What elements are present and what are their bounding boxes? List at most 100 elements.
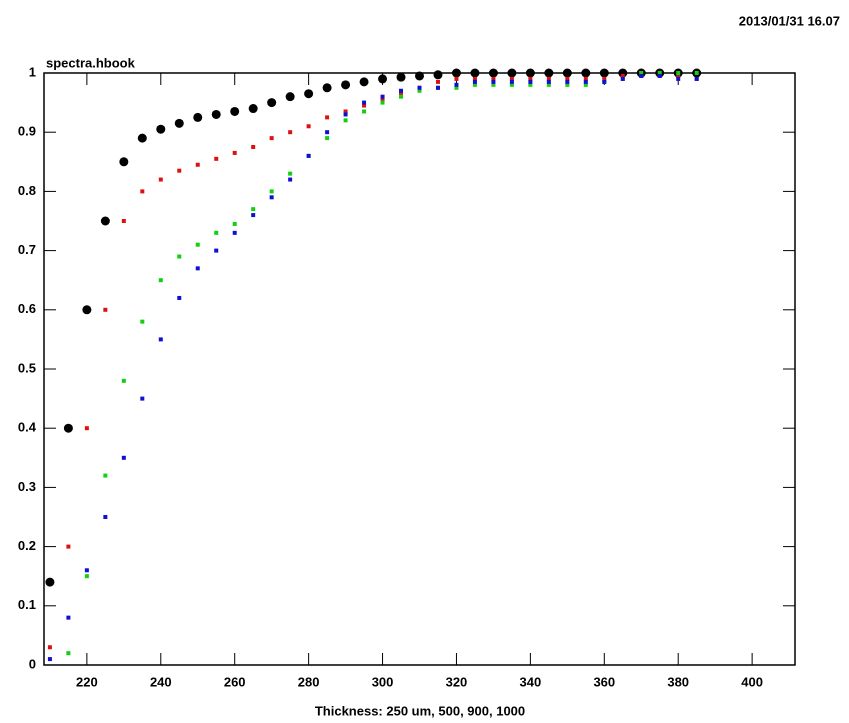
point [435, 85, 440, 90]
point [509, 82, 514, 87]
point [509, 79, 514, 84]
point [378, 74, 388, 84]
point [491, 76, 496, 81]
point [546, 82, 551, 87]
x-tick-label: 240 [150, 674, 172, 689]
point [251, 207, 256, 212]
y-tick-label: 0.6 [18, 301, 36, 316]
point [602, 76, 607, 81]
point [285, 92, 295, 102]
point [174, 118, 184, 128]
point [399, 94, 404, 99]
point [158, 337, 163, 342]
point [362, 100, 367, 105]
point [488, 68, 498, 78]
point [639, 73, 644, 78]
point [84, 568, 89, 573]
point [193, 112, 203, 122]
point [325, 130, 330, 135]
point [657, 71, 662, 75]
point [103, 515, 108, 519]
point [451, 68, 461, 78]
point [288, 177, 293, 182]
point [528, 76, 533, 81]
x-tick-label: 220 [76, 674, 98, 689]
point [306, 124, 311, 129]
point [158, 278, 163, 283]
point [306, 153, 311, 158]
point [620, 73, 625, 78]
x-tick-label: 340 [520, 674, 542, 689]
point [66, 615, 71, 620]
point [177, 254, 182, 259]
point [214, 156, 219, 161]
point [380, 94, 385, 99]
point [343, 112, 348, 117]
point [177, 168, 182, 173]
chart-title: spectra.hbook [46, 55, 136, 70]
point [156, 124, 166, 134]
y-tick-label: 0.1 [18, 597, 36, 612]
point [45, 577, 55, 587]
point [380, 97, 385, 102]
x-tick-label: 320 [446, 674, 468, 689]
point [433, 70, 443, 80]
point [544, 68, 554, 78]
point [195, 242, 200, 247]
point [343, 109, 348, 114]
point [248, 104, 258, 114]
point [195, 162, 200, 167]
point [472, 79, 477, 84]
y-tick-label: 0.9 [18, 124, 36, 139]
point [232, 230, 237, 235]
point [362, 109, 367, 114]
point [694, 76, 699, 81]
plot-frame [43, 72, 796, 666]
point [325, 136, 330, 141]
point [214, 248, 219, 253]
point [288, 171, 293, 176]
point [528, 79, 533, 84]
date-stamp: 2013/01/31 16.07 [739, 13, 840, 28]
point [546, 76, 551, 81]
point [269, 136, 274, 141]
point [158, 177, 163, 182]
point [435, 79, 440, 84]
point [396, 72, 406, 82]
point [269, 195, 274, 200]
x-tick-label: 360 [593, 674, 615, 689]
point [267, 98, 277, 108]
x-tick-label: 300 [372, 674, 394, 689]
point [47, 645, 52, 650]
point [528, 82, 533, 87]
point [583, 82, 588, 87]
point [66, 651, 71, 656]
point [509, 76, 514, 81]
point [63, 423, 73, 433]
point [380, 100, 385, 105]
point [507, 68, 517, 78]
point [232, 221, 237, 226]
point [322, 83, 332, 93]
point [288, 130, 293, 135]
y-tick-label: 0 [29, 656, 36, 671]
point [121, 219, 126, 223]
x-tick-label: 260 [224, 674, 246, 689]
point [195, 266, 200, 271]
point [341, 80, 351, 90]
y-tick-label: 0.3 [18, 479, 36, 494]
point [103, 473, 108, 478]
point [565, 82, 570, 87]
point [47, 657, 52, 662]
point [694, 71, 699, 75]
point [454, 85, 459, 90]
point [470, 68, 480, 78]
point [417, 85, 422, 90]
point [583, 79, 588, 84]
point [491, 79, 496, 84]
point [269, 189, 274, 194]
point [676, 73, 681, 78]
point [121, 455, 126, 460]
point [140, 189, 145, 194]
point [472, 76, 477, 81]
